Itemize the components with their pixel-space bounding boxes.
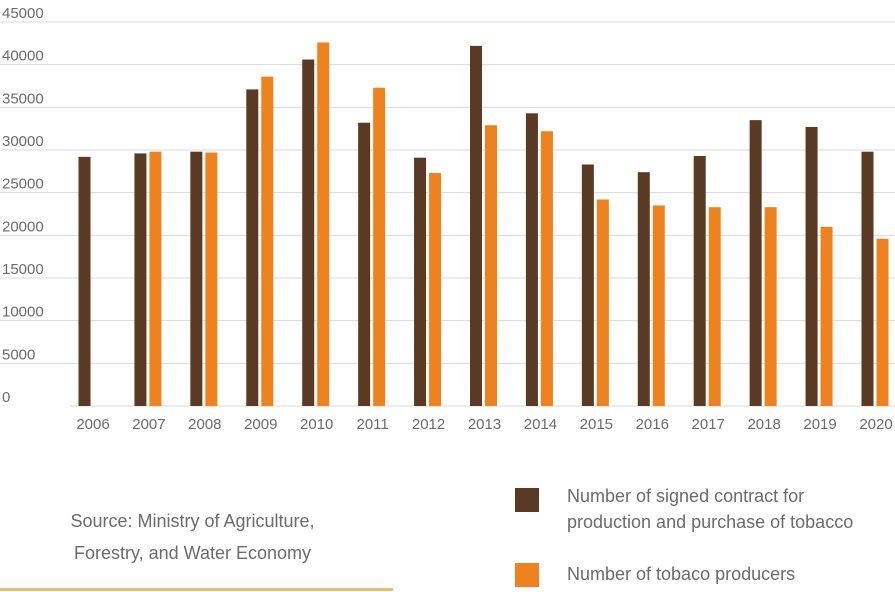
- bar-producers-2015: [596, 199, 609, 406]
- bar-producers-2013: [485, 125, 497, 407]
- bar-contracts-2013: [470, 45, 482, 406]
- bar-producers-2014: [540, 131, 553, 406]
- x-tick-label: 2011: [357, 416, 389, 433]
- y-tick-label: 5000: [2, 346, 35, 363]
- bar-contracts-2020: [861, 151, 874, 406]
- x-tick-label: 2020: [859, 416, 892, 433]
- bar-contracts-2009: [246, 89, 259, 406]
- bar-producers-2018: [764, 207, 777, 406]
- y-tick-label: 20000: [2, 218, 44, 235]
- legend-swatch-contracts: [515, 488, 539, 512]
- x-tick-label: 2007: [132, 416, 165, 433]
- legend-label-contracts: Number of signed contract for production…: [567, 486, 854, 532]
- bar-producers-2007: [149, 151, 162, 406]
- x-axis: 2006 2007 2008 2009 2010 2011 2012 2013 2014 2015…: [76, 416, 892, 433]
- x-tick-label: 2014: [524, 416, 557, 433]
- gridlines: [0, 21, 895, 407]
- x-tick-label: 2016: [636, 416, 669, 433]
- y-tick-label: 10000: [2, 304, 44, 321]
- y-tick-label: 25000: [2, 176, 44, 193]
- source-divider: [0, 588, 393, 591]
- legend-label-producers: Number of tobaco producers: [567, 564, 796, 584]
- bar-contracts-2011: [358, 122, 371, 407]
- y-axis: 0 5000 10000 15000 20000 25000 30000 35000 40000…: [2, 5, 44, 406]
- x-tick-label: 2010: [300, 416, 333, 433]
- x-tick-label: 2015: [580, 416, 613, 433]
- bar-contracts-2015: [581, 164, 594, 406]
- bar-contracts-2017: [693, 155, 706, 406]
- bar-producers-2011: [373, 87, 386, 406]
- bar-contracts-2010: [302, 59, 315, 407]
- bar-producers-2016: [652, 205, 665, 406]
- x-tick-label: 2017: [692, 416, 725, 433]
- x-tick-label: 2009: [244, 416, 277, 433]
- bar-contracts-2014: [525, 113, 538, 406]
- bar-contracts-2019: [805, 126, 818, 407]
- y-tick-label: 35000: [2, 90, 44, 107]
- bar-producers-2017: [708, 207, 721, 406]
- bars: [78, 42, 889, 407]
- bar-chart: 0 5000 10000 15000 20000 25000 30000 35000 40000…: [0, 5, 895, 433]
- bar-contracts-2018: [749, 120, 762, 406]
- bar-contracts-2012: [414, 157, 427, 406]
- bar-producers-2009: [261, 76, 274, 406]
- x-tick-label: 2019: [803, 416, 836, 433]
- bar-contracts-2006: [78, 156, 91, 406]
- bar-producers-2010: [317, 42, 330, 406]
- bar-producers-2019: [820, 226, 833, 406]
- y-tick-label: 15000: [2, 261, 44, 278]
- y-tick-label: 40000: [2, 48, 44, 65]
- bar-contracts-2007: [134, 153, 147, 406]
- x-tick-label: 2006: [76, 416, 109, 433]
- source-note: Source: Ministry of Agriculture, Forestr…: [70, 511, 315, 563]
- bar-producers-2012: [429, 173, 442, 406]
- bar-contracts-2008: [190, 151, 203, 406]
- bar-contracts-2016: [637, 172, 650, 406]
- x-tick-label: 2018: [747, 416, 780, 433]
- bar-producers-2020: [876, 238, 889, 406]
- legend-swatch-producers: [515, 563, 539, 587]
- bar-producers-2008: [205, 152, 218, 406]
- y-tick-label: 45000: [2, 5, 44, 22]
- y-tick-label: 30000: [2, 133, 44, 150]
- y-tick-label: 0: [2, 389, 10, 406]
- x-tick-label: 2013: [468, 416, 501, 433]
- x-tick-label: 2008: [188, 416, 221, 433]
- x-tick-label: 2012: [412, 416, 445, 433]
